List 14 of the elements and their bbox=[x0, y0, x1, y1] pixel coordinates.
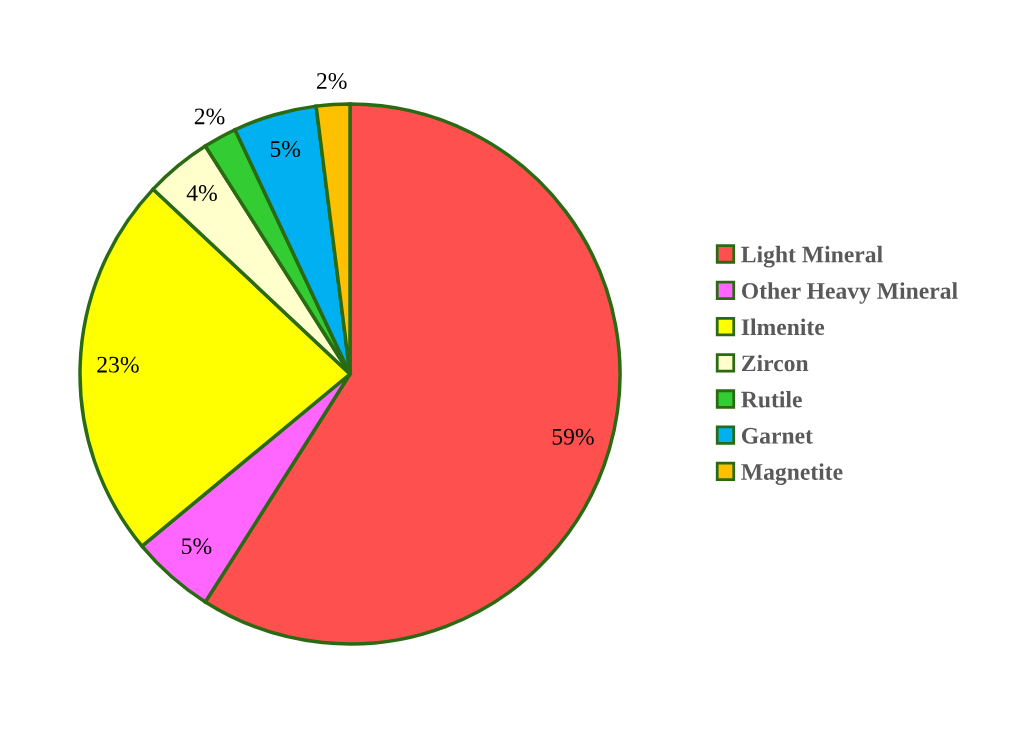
data-label: 2% bbox=[316, 72, 347, 89]
legend-label: Light Mineral bbox=[741, 245, 883, 268]
data-label: 4% bbox=[186, 185, 217, 202]
legend-label: Other Heavy Mineral bbox=[741, 282, 958, 304]
data-label: 5% bbox=[270, 141, 301, 158]
legend-label: Zircon bbox=[741, 354, 809, 372]
legend-label: Ilmenite bbox=[741, 318, 825, 336]
data-label: 23% bbox=[97, 356, 139, 373]
data-label: 5% bbox=[182, 538, 212, 555]
legend-label: Rutile bbox=[741, 390, 802, 408]
data-label: 2% bbox=[194, 108, 225, 125]
legend-label: Garnet bbox=[741, 427, 813, 444]
data-label: 59% bbox=[552, 428, 594, 445]
legend-label: Magnetite bbox=[741, 463, 843, 485]
